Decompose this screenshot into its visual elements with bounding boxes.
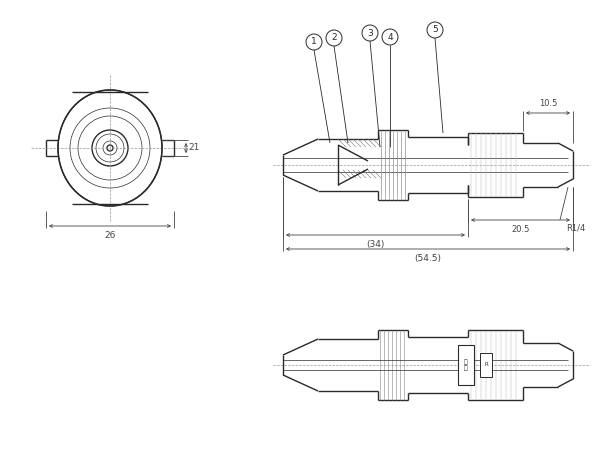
Bar (480, 353, 492, 377)
Text: 5: 5 (432, 26, 438, 35)
Text: 20.5: 20.5 (511, 225, 530, 234)
Text: 3: 3 (367, 28, 373, 37)
Bar (458, 345, 474, 385)
Text: 1: 1 (311, 37, 317, 46)
Text: 21: 21 (188, 144, 200, 153)
Text: 10.5: 10.5 (539, 99, 557, 108)
Ellipse shape (58, 90, 162, 206)
Text: R1/4: R1/4 (566, 224, 585, 233)
Text: R: R (484, 363, 488, 368)
Text: 点
射: 点 射 (464, 359, 468, 371)
Text: 26: 26 (104, 230, 116, 239)
Text: (54.5): (54.5) (415, 253, 442, 262)
Text: (34): (34) (367, 239, 385, 248)
Text: 4: 4 (387, 32, 393, 41)
Text: 2: 2 (331, 33, 337, 42)
